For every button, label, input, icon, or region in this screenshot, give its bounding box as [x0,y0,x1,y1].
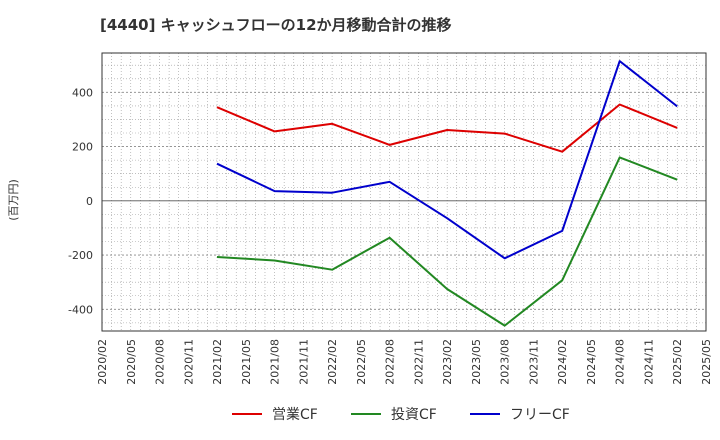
y-tick-label: -200 [68,249,93,262]
x-tick-label: 2021/08 [269,339,282,385]
grid [102,53,706,331]
series-line-フリーCF [216,60,678,260]
x-tick-label: 2023/02 [441,339,454,385]
x-tick-label: 2023/05 [470,339,483,385]
x-tick-label: 2020/11 [182,339,195,385]
legend-label: フリーCF [510,407,570,423]
legend-label: 営業CF [272,407,318,423]
x-tick-label: 2024/08 [614,339,627,385]
x-tick-label: 2020/08 [154,339,167,385]
x-tick-label: 2025/02 [671,339,684,385]
y-axis-ticks: -400 -200 0 200 400 [68,86,93,316]
x-tick-label: 2025/05 [700,339,713,385]
series-line-投資CF [216,156,678,327]
x-tick-label: 2022/05 [355,339,368,385]
x-tick-label: 2023/11 [527,339,540,385]
plot-frame [101,52,707,332]
series-lines [216,60,678,327]
x-tick-label: 2022/08 [384,339,397,385]
x-tick-label: 2021/11 [297,339,310,385]
x-tick-label: 2022/02 [326,339,339,385]
x-tick-label: 2020/02 [96,339,109,385]
y-tick-label: -400 [68,303,93,316]
x-tick-label: 2021/05 [240,339,253,385]
y-tick-label: 200 [72,141,93,154]
x-tick-label: 2024/05 [585,339,598,385]
legend-label: 投資CF [391,407,437,423]
x-tick-label: 2024/02 [556,339,569,385]
x-tick-label: 2023/08 [499,339,512,385]
x-tick-label: 2022/11 [412,339,425,385]
x-tick-label: 2020/05 [125,339,138,385]
y-axis-label: (百万円) [7,179,20,221]
legend: 営業CF 投資CF フリーCF [232,407,570,423]
x-axis-ticks: 2020/02 2020/05 2020/08 2020/11 2021/02 2021/… [96,339,713,385]
y-tick-label: 400 [72,86,93,99]
chart-title: [4440] キャッシュフローの12か月移動合計の推移 [100,16,452,34]
y-tick-label: 0 [86,195,93,208]
x-tick-label: 2021/02 [211,339,224,385]
x-tick-label: 2024/11 [642,339,655,385]
